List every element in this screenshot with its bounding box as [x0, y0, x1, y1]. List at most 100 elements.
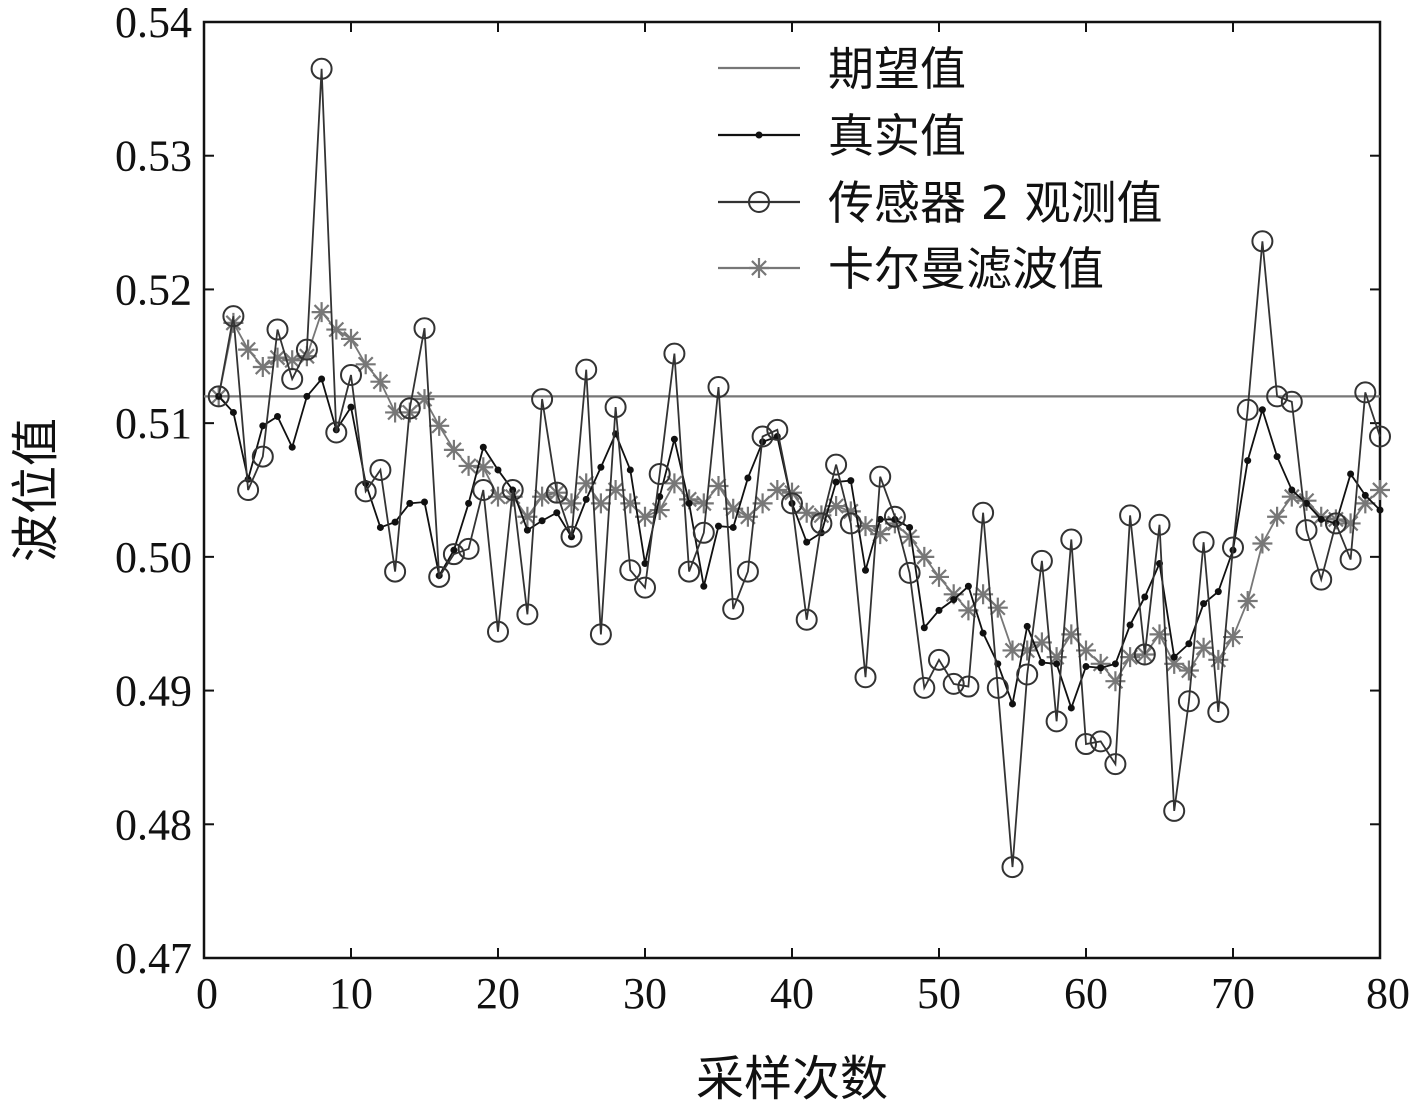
data-point [1273, 453, 1281, 461]
data-point [1149, 624, 1170, 645]
x-tick-label: 30 [623, 969, 667, 1018]
data-point [238, 339, 259, 360]
data-point [928, 648, 950, 671]
data-point [1170, 653, 1178, 661]
data-point [736, 560, 759, 583]
data-point [1267, 506, 1288, 527]
data-point [1369, 425, 1391, 448]
data-point [1133, 643, 1156, 666]
data-point [494, 466, 502, 474]
data-point [972, 501, 995, 524]
data-point [1105, 671, 1126, 692]
data-point [729, 523, 737, 531]
data-point [391, 518, 399, 526]
data-point [1164, 653, 1185, 674]
data-point [354, 480, 377, 503]
data-point [1120, 647, 1141, 668]
data-point [472, 479, 495, 501]
data-point [870, 524, 891, 545]
data-point [751, 425, 774, 448]
data-point [1163, 799, 1186, 822]
data-point [832, 478, 840, 486]
data-point [722, 598, 745, 621]
data-point [752, 493, 773, 514]
data-point [854, 666, 877, 689]
data-point [1244, 457, 1252, 465]
data-point [385, 402, 406, 423]
data-point [1193, 637, 1214, 658]
data-point [479, 443, 487, 451]
data-point [487, 620, 509, 643]
data-point [1340, 513, 1361, 534]
data-point [1017, 640, 1038, 661]
data-point [384, 560, 407, 583]
data-point [488, 486, 508, 507]
data-point [1104, 753, 1127, 776]
data-point [1111, 660, 1119, 668]
data-point [641, 560, 649, 568]
data-point [347, 403, 355, 411]
data-point [1016, 663, 1039, 686]
data-point [1295, 519, 1318, 542]
data-point [906, 523, 914, 531]
data-point [664, 473, 685, 494]
data-point [341, 328, 361, 349]
data-point [443, 439, 464, 460]
data-point [251, 445, 274, 468]
data-point [589, 623, 612, 646]
data-point [626, 466, 634, 474]
data-point [303, 392, 311, 400]
data-point [1237, 590, 1258, 611]
data-point [663, 342, 686, 365]
series-2 [207, 57, 1391, 879]
data-point [958, 600, 979, 621]
legend-label: 期望值 [828, 42, 966, 96]
data-point [237, 479, 260, 501]
data-point [795, 608, 818, 631]
data-point [1082, 663, 1090, 671]
data-point [576, 473, 597, 494]
data-point [355, 354, 376, 375]
data-point [913, 676, 936, 699]
data-point [582, 495, 590, 503]
data-point [979, 629, 987, 637]
data-point [898, 561, 921, 584]
data-point [929, 566, 949, 587]
data-point [532, 486, 553, 507]
data-point [715, 522, 722, 530]
data-point [274, 412, 281, 420]
data-point [942, 672, 965, 695]
data-point [1252, 533, 1273, 554]
data-point [847, 477, 855, 485]
data-point [1303, 499, 1310, 507]
data-point [281, 368, 304, 391]
data-point [862, 566, 869, 574]
data-point [414, 389, 435, 410]
data-point [899, 526, 920, 547]
data-point [340, 364, 362, 387]
data-point [516, 603, 539, 626]
legend-item: 真实值 [718, 109, 966, 163]
data-point [707, 376, 730, 399]
data-point [1317, 515, 1325, 523]
data-point [796, 502, 817, 523]
data-point [429, 415, 450, 436]
data-point [1148, 513, 1171, 536]
data-point [1200, 600, 1208, 608]
data-point [1178, 660, 1199, 681]
data-point [839, 512, 862, 535]
data-point [1347, 470, 1355, 478]
data-point [1208, 649, 1229, 670]
data-point [685, 499, 693, 507]
y-tick-label: 0.49 [115, 667, 192, 716]
data-point [1281, 486, 1302, 507]
x-tick-label: 20 [476, 969, 520, 1018]
data-point [1001, 856, 1024, 879]
tick-labels: 0 10 20 30 40 50 60 70 80 0.47 0.48 0.49 0.50 0.51 0.5… [115, 0, 1410, 1018]
y-tick-label: 0.47 [115, 934, 192, 983]
data-point [943, 584, 964, 605]
data-point [957, 675, 980, 698]
data-point [1023, 622, 1031, 630]
